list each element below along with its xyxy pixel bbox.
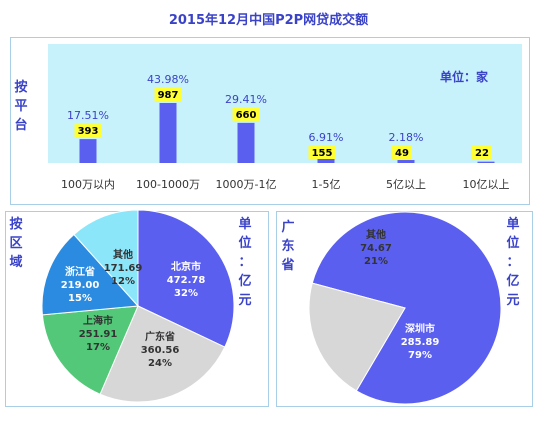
region-pie-slice-2 — [41, 305, 139, 395]
plot-area-background — [48, 44, 522, 163]
category-label-5: 10亿以上 — [463, 178, 510, 191]
guangdong-pie-slice-0 — [311, 211, 502, 405]
region-pie-slice-0 — [137, 209, 235, 348]
category-label-2: 1000万-1亿 — [216, 178, 277, 191]
guangdong-unit-label: 单位：亿元 — [506, 217, 520, 308]
guangdong-pie-label-0-0: 深圳市 — [405, 322, 435, 335]
bar-value-label-5: 22 — [475, 148, 489, 159]
region-pie-slice-4 — [73, 209, 139, 308]
region-pie-label-3-0: 浙江省 — [65, 265, 95, 278]
platform-panel — [10, 37, 530, 205]
region-pie-label-1-0: 广东省 — [145, 330, 175, 343]
chart-title: 2015年12月中国P2P网贷成交额 — [168, 13, 369, 28]
region-pie-label-2-2: 17% — [86, 342, 110, 353]
category-label-3: 1-5亿 — [312, 178, 341, 191]
guangdong-pie-slice-1 — [308, 282, 406, 392]
bar-value-label-4: 49 — [395, 148, 409, 159]
category-label-0: 100万以内 — [61, 177, 115, 191]
region-pie-label-1-2: 24% — [148, 358, 172, 369]
bar-value-label-0: 393 — [78, 126, 99, 137]
bar-percent-label-3: 6.91% — [309, 131, 344, 144]
bar-percent-label-1: 43.98% — [147, 73, 189, 86]
region-pie-label-0-2: 32% — [174, 288, 198, 299]
region-pie-label-0-1: 472.78 — [167, 275, 206, 286]
region-pie-label-2-0: 上海市 — [83, 314, 113, 327]
platform-unit-label: 单位：家 — [440, 69, 489, 84]
category-label-4: 5亿以上 — [386, 178, 426, 191]
guangdong-pie-label-1-0: 其他 — [366, 228, 386, 241]
bar-value-box-0 — [74, 124, 102, 138]
region-pie-label-1-1: 360.56 — [141, 345, 180, 356]
bar-percent-label-2: 29.41% — [225, 93, 267, 106]
bar-percent-label-0: 17.51% — [67, 109, 109, 122]
bar-percent-label-4: 2.18% — [389, 131, 424, 144]
guangdong-pie-label-1-1: 74.67 — [360, 243, 392, 254]
bar-value-box-2 — [232, 107, 260, 121]
region-side-label: 按区域 — [9, 217, 23, 270]
bar-value-box-1 — [154, 88, 182, 101]
category-label-1: 100-1000万 — [136, 178, 200, 191]
bar-value-label-3: 155 — [312, 148, 333, 159]
guangdong-pie-label-0-2: 79% — [408, 350, 432, 361]
bar-2 — [237, 122, 255, 163]
region-pie-label-0-0: 北京市 — [171, 260, 201, 273]
bar-value-box-5 — [472, 146, 492, 159]
bar-value-box-3 — [308, 146, 336, 159]
bar-5 — [477, 161, 495, 163]
region-pie-slice-1 — [99, 305, 226, 403]
guangdong-side-label: 广东省 — [281, 220, 295, 273]
bar-4 — [397, 160, 415, 163]
region-pie-label-2-1: 251.91 — [79, 329, 118, 340]
region-pie-label-3-2: 15% — [68, 293, 92, 304]
region-pie-label-4-1: 171.69 — [104, 263, 143, 274]
region-pie-label-4-2: 12% — [111, 276, 135, 287]
region-pie-slice-3 — [41, 233, 140, 316]
bar-1 — [159, 103, 177, 163]
guangdong-pie-label-1-2: 21% — [364, 256, 388, 267]
region-unit-label: 单位：亿元 — [238, 217, 252, 308]
region-pie-label-3-1: 219.00 — [61, 280, 100, 291]
bar-0 — [79, 139, 97, 163]
region-pie-label-4-0: 其他 — [113, 248, 133, 261]
guangdong-pie-label-0-1: 285.89 — [401, 337, 440, 348]
platform-side-label: 按平台 — [14, 80, 28, 133]
bar-value-label-2: 660 — [236, 110, 257, 121]
bar-value-box-4 — [392, 146, 412, 159]
bar-value-label-1: 987 — [158, 90, 179, 101]
